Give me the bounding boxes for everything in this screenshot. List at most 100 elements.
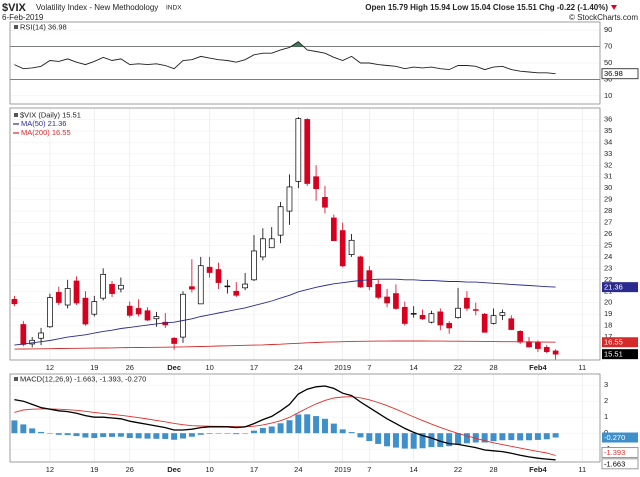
histogram-bar [446,433,453,447]
candle-body [543,347,550,352]
candle-body [215,269,222,283]
y-tick-label: 19 [604,309,612,318]
histogram-bar [38,431,45,434]
x-tick-label: 26 [126,465,134,474]
histogram-bar [233,433,240,435]
y-tick-label: 27 [604,218,612,227]
x-tick-label: 17 [250,465,258,474]
histogram-bar [313,416,320,434]
value-box [602,432,638,443]
histogram-bar [20,424,27,434]
candle-body [437,311,444,326]
candle-body [552,350,559,355]
y-tick-label: 70 [604,42,612,51]
candle-body [251,250,257,281]
histogram-bar [100,433,107,438]
histogram-bar [55,433,62,435]
histogram-bar [499,433,506,441]
histogram-bar [366,433,373,442]
histogram-bar [180,433,187,439]
histogram-bar [437,433,444,447]
panel-frame [9,107,601,361]
panel-frame [9,21,601,105]
histogram-bar [206,433,213,434]
value-box [602,337,638,348]
x-tick-label: 11 [578,465,586,474]
legend-label: $VIX (Daily) 15.51 [20,110,81,119]
y-tick-label: 32 [604,160,612,169]
histogram-bar [392,433,399,448]
y-tick-label: 36 [604,114,612,123]
candle-body [224,285,231,288]
down-arrow [611,5,617,10]
legend-swatch [14,113,18,117]
x-tick-label: 10 [205,363,213,372]
histogram-bar [109,433,116,437]
x-tick-label: 14 [410,465,418,474]
x-tick-label: 12 [46,363,54,372]
y-tick-label: 17 [604,332,612,341]
histogram-bar [46,433,53,434]
candle-body [464,297,470,309]
y-tick-label: 1 [604,412,608,421]
moving-average [14,278,556,346]
histogram-bar [357,433,364,438]
candle-body [100,273,107,299]
candle-body [180,293,186,338]
y-tick-label: 90 [604,25,612,34]
candle-body [153,316,160,320]
y-tick-label: 22 [604,275,612,284]
candle-body [286,186,293,212]
x-tick-label: 28 [489,465,497,474]
histogram-bar [455,433,462,445]
macd-line [14,396,556,456]
histogram-bar [242,433,249,434]
histogram-bar [11,420,18,434]
candle-body [490,315,497,324]
histogram-bar [259,427,266,434]
histogram-bar [91,433,98,438]
y-tick-label: 34 [604,137,612,146]
histogram-bar [153,433,160,439]
candle-body [197,265,204,305]
candle-body [206,266,213,273]
value-box [602,349,638,360]
histogram-bar [490,433,497,442]
histogram-bar [508,433,515,441]
rsi-line [14,41,556,75]
candle-body [357,256,364,288]
x-tick-label: 14 [410,363,418,372]
histogram-bar [268,426,275,434]
panel-title: MACD(12,26,9) -1.663, -1.393, -0.270 [20,374,146,383]
symbol: $VIX [2,2,27,14]
candle-body [55,292,62,303]
credit: © StockCharts.com [569,13,638,22]
y-tick-label: 31 [604,172,612,181]
candle-body [419,314,426,320]
value-box-label: 21.36 [604,283,623,292]
histogram-bar [286,420,293,434]
histogram-bar [384,433,391,447]
y-tick-label: 20 [604,298,612,307]
x-tick-label: 28 [489,363,497,372]
x-tick-label: 7 [367,363,371,372]
y-tick-label: 24 [604,252,612,261]
legend-label: MA(50) 21.36 [21,119,66,128]
value-box-label: -0.270 [604,433,625,442]
x-tick-label: 22 [454,363,462,372]
candle-body [313,176,319,189]
quote-date: 6-Feb-2019 [2,13,44,22]
candle-body [47,297,53,328]
candle-body [410,313,417,315]
x-tick-label: 11 [578,363,586,372]
histogram-bar [543,433,550,440]
candle-body [401,306,408,324]
candle-body [233,290,240,296]
candle-body [322,196,328,208]
y-tick-label: 3 [604,380,608,389]
candle-body [384,296,390,304]
histogram-bar [126,433,133,438]
histogram-bar [64,433,71,436]
x-tick-label: Feb4 [529,465,547,474]
